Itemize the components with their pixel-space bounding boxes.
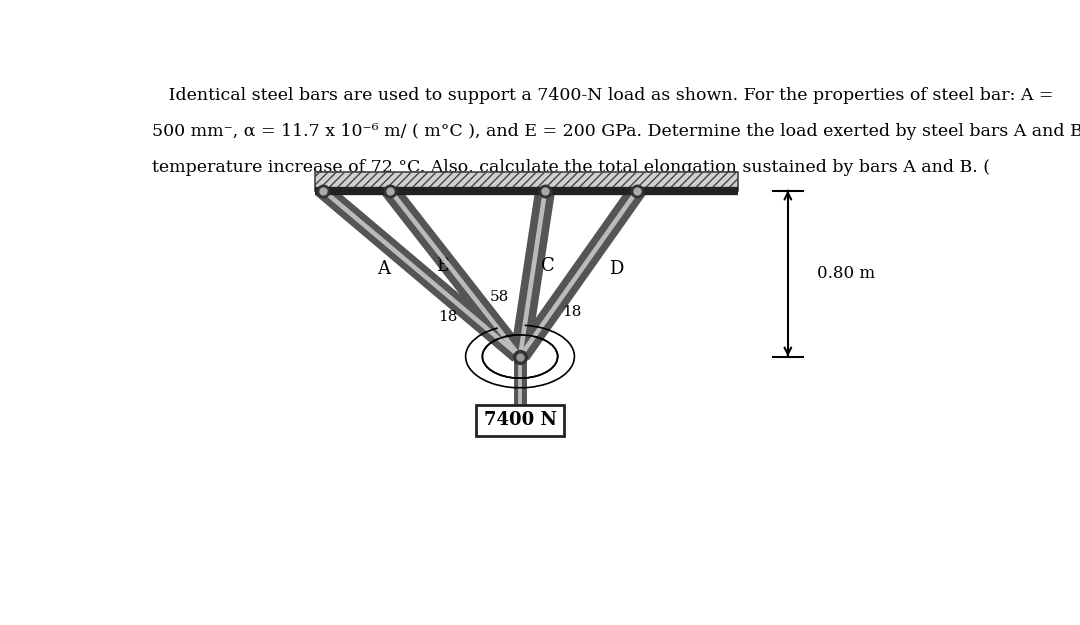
Text: A: A xyxy=(378,260,391,278)
Text: Identical steel bars are used to support a 7400-N load as shown. For the propert: Identical steel bars are used to support… xyxy=(151,87,1053,104)
Text: 7400 N: 7400 N xyxy=(484,411,556,429)
Bar xyxy=(476,404,564,436)
Text: B: B xyxy=(436,258,449,275)
Text: 18: 18 xyxy=(438,309,458,324)
Text: D: D xyxy=(609,260,623,278)
Bar xyxy=(315,173,738,191)
Text: 0.80 m: 0.80 m xyxy=(818,265,875,282)
Text: 500 mm⁻, α = 11.7 x 10⁻⁶ m/ ( m°C ), and E = 200 GPa. Determine the load exerted: 500 mm⁻, α = 11.7 x 10⁻⁶ m/ ( m°C ), and… xyxy=(151,123,1080,140)
Text: 18: 18 xyxy=(563,305,582,319)
Text: 58: 58 xyxy=(490,290,510,304)
Text: temperature increase of 72 °C. Also, calculate the total elongation sustained by: temperature increase of 72 °C. Also, cal… xyxy=(151,159,989,176)
Text: C: C xyxy=(541,258,554,275)
